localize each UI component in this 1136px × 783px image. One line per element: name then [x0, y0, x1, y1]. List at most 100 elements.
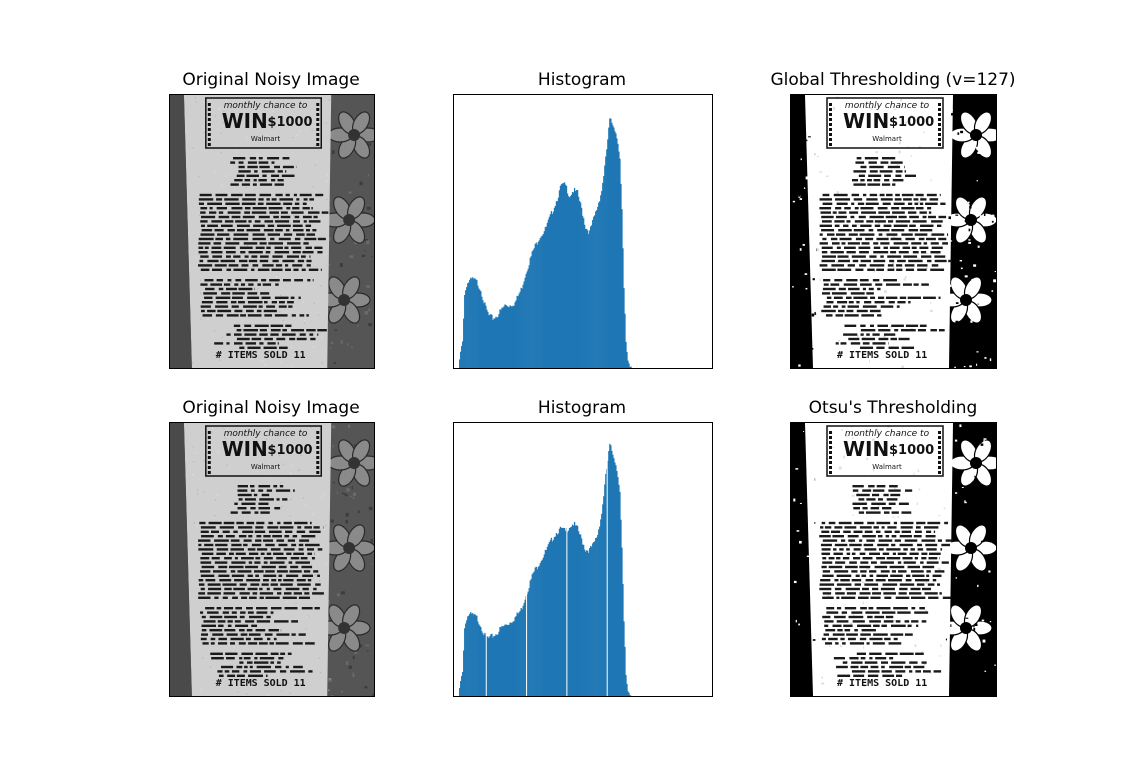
- histogram-bar: [505, 624, 507, 696]
- histogram-bar: [486, 636, 488, 696]
- histogram-bar: [587, 550, 589, 696]
- histogram-bar: [498, 314, 500, 368]
- histogram-bar: [463, 318, 465, 368]
- histogram-bar: [618, 484, 620, 696]
- histogram-bar: [502, 626, 504, 696]
- histogram-bar: [591, 546, 593, 696]
- histogram-bar: [629, 366, 631, 368]
- histogram-bar: [537, 566, 539, 696]
- histogram-bar: [621, 209, 623, 368]
- panel-title-global-threshold: Global Thresholding (v=127): [770, 70, 1016, 90]
- floral-background: [317, 111, 374, 324]
- histogram-bar: [513, 621, 515, 696]
- histogram-bars: [459, 118, 633, 368]
- histogram-bar: [613, 458, 615, 696]
- histogram-bar: [482, 633, 484, 696]
- histogram-bar: [532, 572, 534, 696]
- histogram-bar: [593, 216, 595, 368]
- histogram-bar: [545, 226, 548, 368]
- histogram-bar: [563, 527, 566, 696]
- histogram-bar: [592, 219, 594, 368]
- histogram-bar: [517, 296, 519, 368]
- histogram-bar: [614, 462, 616, 696]
- histogram-bar: [537, 241, 539, 368]
- histogram-bar: [558, 528, 561, 696]
- histogram-bar: [521, 609, 523, 696]
- histogram-bar: [596, 210, 598, 368]
- histogram-bar: [555, 201, 558, 368]
- histogram-bar: [462, 341, 464, 368]
- histogram-bar: [497, 316, 499, 368]
- histogram-plot-1: [453, 94, 713, 369]
- histogram-bar: [490, 634, 492, 696]
- histogram-bar: [602, 182, 604, 368]
- histogram-bar: [499, 309, 501, 368]
- histogram-bar: [541, 559, 543, 696]
- histogram-bar: [469, 279, 471, 368]
- histogram-bar: [460, 680, 462, 696]
- histogram-bar: [565, 185, 568, 368]
- histogram-bar: [506, 624, 508, 696]
- histogram-bar: [482, 300, 484, 368]
- histogram-bar: [518, 612, 520, 696]
- histogram-bar: [561, 183, 564, 368]
- histogram-bar: [523, 602, 525, 696]
- histogram-bar: [524, 277, 526, 368]
- histogram-bar: [495, 316, 497, 368]
- histogram-bar: [525, 273, 527, 368]
- histogram-bar: [595, 538, 597, 696]
- histogram-bar: [497, 634, 499, 696]
- histogram-bar: [605, 473, 607, 696]
- histogram-bar: [619, 158, 621, 368]
- histogram-bar: [544, 227, 547, 368]
- histogram-bar: [583, 544, 585, 696]
- histogram-bar: [530, 578, 532, 696]
- histogram-bar: [491, 633, 493, 696]
- histogram-bar: [628, 692, 630, 696]
- histogram-bar: [553, 537, 556, 696]
- histogram-bar: [540, 236, 542, 368]
- histogram-bar: [605, 156, 607, 368]
- histogram-bar: [566, 531, 569, 696]
- histogram-bar: [509, 305, 511, 368]
- histogram-bar: [562, 528, 565, 696]
- histogram-bar: [615, 133, 617, 368]
- histogram-bar: [484, 632, 486, 696]
- histogram-bar: [600, 519, 602, 696]
- histogram-bar: [599, 526, 601, 696]
- histogram-bar: [564, 530, 567, 696]
- histogram-bar: [490, 314, 492, 368]
- histogram-bar: [491, 314, 493, 368]
- histogram-bar: [624, 646, 626, 696]
- histogram-bar: [624, 313, 626, 368]
- histogram-bar: [555, 533, 558, 696]
- panel-title-otsu-threshold: Otsu's Thresholding: [808, 398, 978, 418]
- global-threshold-image: monthly chance to WIN $1000 Walmart # ITEMS …: [790, 94, 997, 369]
- histogram-bar: [570, 194, 573, 368]
- histogram-bar: [487, 311, 489, 368]
- histogram-bar: [630, 366, 632, 368]
- histogram-bar: [611, 450, 613, 696]
- histogram-bar: [557, 533, 560, 696]
- histogram-bar: [547, 544, 550, 696]
- histogram-bar: [599, 201, 601, 368]
- histogram-bar: [477, 621, 479, 696]
- histogram-bar: [590, 545, 592, 696]
- histogram-bar: [556, 201, 559, 368]
- histogram-bar: [552, 211, 555, 368]
- histogram-bar: [616, 138, 618, 368]
- histogram-bar: [614, 131, 616, 368]
- histogram-bar: [563, 182, 566, 368]
- histogram-bar: [461, 345, 463, 368]
- histogram-bar: [524, 599, 526, 696]
- histogram-bar: [560, 527, 563, 696]
- panel-title-histogram-1: Histogram: [537, 70, 627, 90]
- histogram-bar: [493, 636, 495, 696]
- histogram-bar: [500, 309, 502, 368]
- floral-background: [317, 439, 374, 652]
- histogram-bar: [571, 524, 574, 696]
- histogram-bar: [470, 277, 472, 368]
- histogram-bar: [547, 219, 550, 368]
- histogram-bar: [556, 534, 559, 696]
